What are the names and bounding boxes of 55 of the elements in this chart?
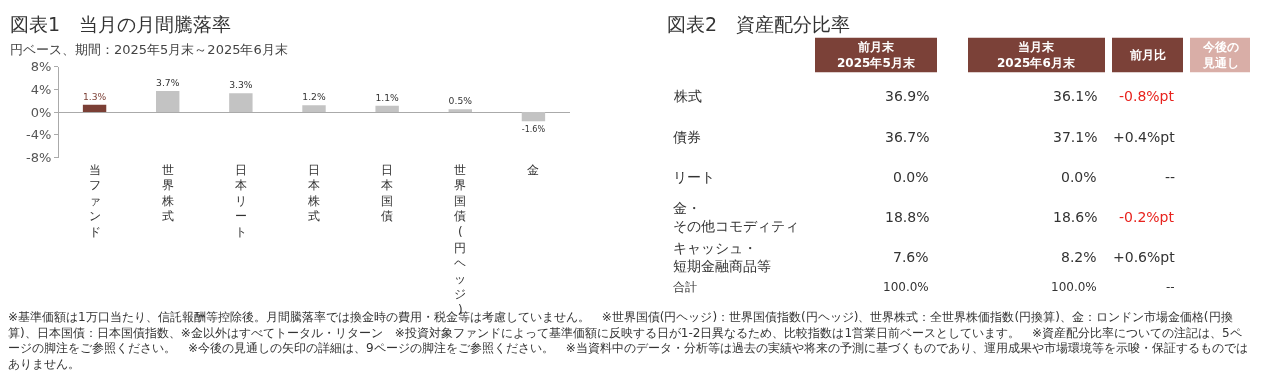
chart-title: 図表2 資産配分比率 [667, 13, 851, 35]
x-tick-label: 前月比 [1129, 48, 1166, 62]
bar [156, 91, 180, 113]
y-tick-label: 金・その他コモディティ [673, 200, 799, 235]
chart-title: 図表1 当月の月間騰落率 [10, 13, 232, 35]
x-tick-label: 日本株式 [307, 162, 320, 224]
x-tick-label: 前月末 2025年5月末 [837, 40, 916, 70]
y-tick-label: -8% [26, 150, 52, 166]
y-tick-label: 8% [30, 59, 52, 75]
bar [229, 93, 253, 113]
data-label: 100.0% [883, 280, 929, 294]
data-label: 0.0% [1061, 169, 1097, 185]
y-tick-label: キャッシュ・短期金融商品等 [673, 240, 771, 275]
data-label: 7.6% [893, 249, 929, 265]
chart-subtitle: 円ベース、期間：2025年5月末～2025年6月末 [10, 42, 288, 57]
data-label: 37.1% [1053, 129, 1098, 145]
data-label: 3.7% [156, 76, 180, 88]
bar [375, 105, 399, 113]
y-tick-label: 合計 [673, 280, 697, 294]
bar [448, 109, 472, 113]
y-tick-label: 債券 [673, 129, 701, 145]
x-tick-label: 今後の見通し [1202, 40, 1239, 70]
data-label: 36.7% [885, 129, 930, 145]
text: -- [1166, 280, 1175, 294]
data-label: +0.6%pt [1113, 249, 1176, 265]
y-tick-label: 0% [30, 104, 52, 120]
data-label: 1.3% [82, 90, 107, 102]
x-tick-label: 当月末 2025年6月末 [997, 40, 1076, 70]
x-tick-label: 金 [527, 162, 540, 177]
y-tick-label: 4% [30, 81, 52, 97]
data-label: 18.6% [1053, 209, 1098, 225]
bar [82, 104, 107, 113]
data-label: 3.3% [229, 79, 253, 91]
bar [521, 112, 546, 122]
data-label: 1.1% [375, 91, 400, 103]
y-tick-label: -4% [26, 127, 52, 143]
data-label: 1.2% [302, 91, 326, 103]
data-label: 18.8% [885, 209, 930, 225]
data-label: 8.2% [1061, 249, 1097, 265]
data-label: 0.0% [893, 169, 929, 185]
bar [302, 105, 326, 113]
y-tick-label: リート [673, 169, 715, 185]
data-label: 100.0% [1051, 280, 1097, 294]
data-label: -0.8%pt [1119, 88, 1175, 104]
data-label: 36.9% [885, 88, 930, 104]
x-tick-label: 世界株式 [160, 162, 174, 224]
data-label: 0.5% [448, 95, 473, 107]
x-tick-label: 日本リート [234, 162, 247, 239]
data-label: 36.1% [1053, 88, 1098, 104]
text: -- [1165, 169, 1176, 185]
x-tick-label: 日本国債 [381, 162, 394, 224]
data-label: -0.2%pt [1119, 209, 1175, 225]
y-tick-label: 株式 [673, 88, 702, 104]
x-tick-label: 当ファンド [88, 162, 101, 239]
data-label: +0.4%pt [1113, 129, 1176, 145]
